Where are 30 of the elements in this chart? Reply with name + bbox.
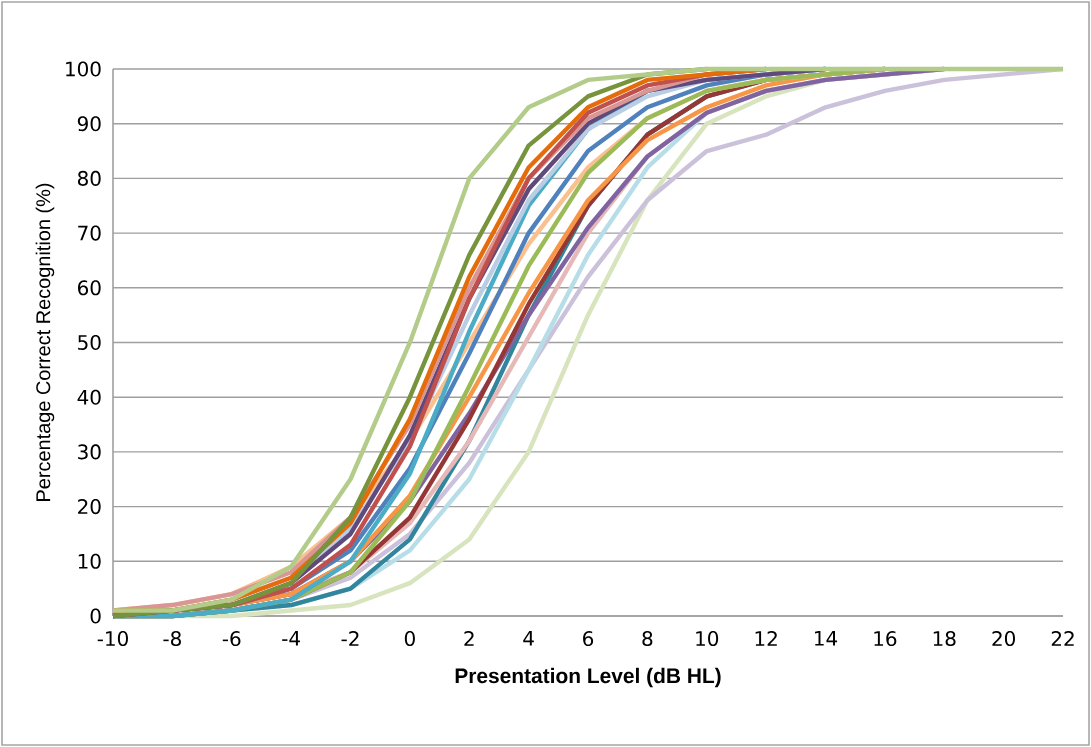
x-tick-label: 20 <box>992 631 1015 647</box>
x-tick-label: 22 <box>1051 631 1074 646</box>
y-tick-label: 60 <box>78 280 101 296</box>
x-tick-label: 12 <box>755 631 777 646</box>
x-tick-label: -10 <box>97 631 128 647</box>
x-tick-label: 14 <box>815 631 838 646</box>
x-tick-label: -2 <box>341 631 359 646</box>
y-tick-label: 50 <box>78 334 101 351</box>
y-tick-label: 20 <box>78 499 101 515</box>
y-tick-label: 0 <box>90 608 101 624</box>
x-tick-label: -6 <box>222 631 241 647</box>
x-tick-label: 10 <box>696 631 719 647</box>
y-tick-label: 80 <box>77 170 101 186</box>
y-tick-label: 30 <box>78 444 101 460</box>
y-tick-label: 90 <box>77 116 101 132</box>
x-tick-label: 4 <box>523 631 534 646</box>
x-tick-label: -8 <box>163 631 181 647</box>
y-tick-label: 10 <box>78 553 101 569</box>
x-tick-label: 16 <box>874 631 897 647</box>
x-tick-label: 2 <box>464 631 474 646</box>
y-axis-title: Percentage Correct Recognition (%) <box>35 183 55 501</box>
x-tick-label: 6 <box>583 631 594 647</box>
x-tick-label: 8 <box>642 631 653 647</box>
y-tick-label: 70 <box>78 225 101 241</box>
y-tick-label: 100 <box>66 61 101 77</box>
x-tick-label: 18 <box>933 631 956 647</box>
y-tick-label: 40 <box>77 389 101 405</box>
x-tick-label: -4 <box>282 631 300 646</box>
x-tick-label: 0 <box>404 631 415 647</box>
x-axis-title: Presentation Level (dB HL) <box>455 667 721 688</box>
